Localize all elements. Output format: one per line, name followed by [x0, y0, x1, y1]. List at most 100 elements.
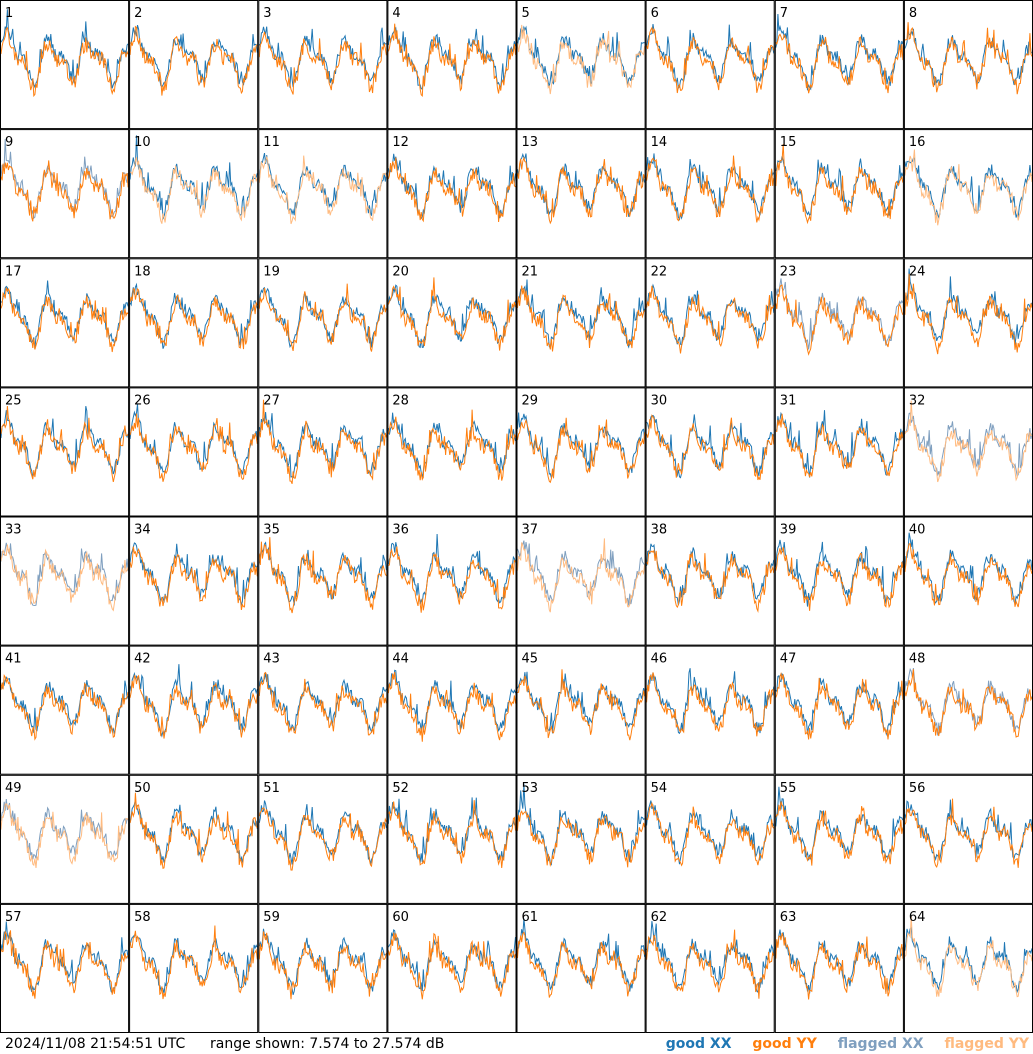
yy-trace-36: [388, 546, 516, 613]
panel-12: 12: [387, 129, 517, 259]
yy-trace-37: [517, 538, 646, 613]
panel-frame-35: [258, 516, 388, 646]
panel-frame-42: [129, 645, 259, 775]
panel-label-22: 22: [651, 264, 668, 279]
panel-13: 13: [516, 129, 646, 259]
panel-27: 27: [258, 387, 388, 517]
panel-57: 57: [0, 903, 130, 1034]
panel-frame-28: [387, 387, 517, 517]
xx-trace-21: [517, 279, 646, 350]
panel-7: 7: [774, 0, 904, 130]
panel-label-51: 51: [263, 781, 280, 796]
panel-frame-22: [645, 258, 775, 388]
yy-trace-26: [129, 413, 258, 482]
panel-42: 42: [129, 645, 259, 775]
panel-frame-19: [258, 258, 388, 388]
yy-trace-25: [0, 405, 129, 483]
yy-trace-53: [517, 810, 646, 868]
panel-frame-46: [645, 645, 775, 775]
xx-trace-13: [517, 152, 646, 217]
xx-trace-52: [387, 797, 516, 863]
panel-28: 28: [387, 387, 517, 517]
yy-trace-35: [258, 537, 387, 614]
panel-label-31: 31: [780, 393, 797, 408]
panel-label-24: 24: [909, 264, 926, 279]
panel-label-3: 3: [263, 6, 271, 21]
panel-frame-5: [516, 0, 646, 130]
yy-trace-11: [258, 155, 387, 225]
panel-frame-23: [774, 258, 904, 388]
legend-good-yy: good YY: [752, 1036, 817, 1052]
panel-53: 53: [516, 774, 646, 904]
panel-frame-12: [387, 129, 517, 259]
panel-label-43: 43: [263, 652, 280, 667]
xx-trace-55: [775, 786, 904, 861]
panel-40: 40: [903, 516, 1033, 646]
xx-trace-57: [0, 921, 129, 994]
panel-label-64: 64: [909, 910, 926, 925]
panel-label-20: 20: [392, 264, 409, 279]
xx-trace-51: [258, 800, 387, 865]
panel-frame-30: [645, 387, 775, 517]
panel-frame-43: [258, 645, 388, 775]
panel-frame-53: [516, 774, 646, 904]
yy-trace-59: [258, 931, 387, 1000]
panel-frame-20: [387, 258, 517, 388]
xx-trace-44: [387, 669, 516, 733]
panel-frame-6: [645, 0, 775, 130]
panel-34: 34: [129, 516, 259, 646]
panel-43: 43: [258, 645, 388, 775]
yy-trace-17: [0, 287, 129, 353]
panel-frame-9: [0, 129, 130, 259]
panel-22: 22: [645, 258, 775, 388]
xx-trace-37: [517, 540, 646, 606]
yy-trace-38: [646, 549, 775, 613]
panel-label-41: 41: [5, 652, 22, 667]
timestamp-label: 2024/11/08 21:54:51 UTC: [5, 1036, 186, 1052]
yy-trace-51: [258, 807, 387, 871]
panel-25: 25: [0, 387, 130, 517]
legend-flagged-yy: flagged YY: [944, 1036, 1029, 1052]
panel-17: 17: [0, 258, 130, 388]
panel-frame-44: [387, 645, 517, 775]
panel-label-38: 38: [651, 523, 668, 538]
panel-24: 24: [903, 258, 1033, 388]
panel-frame-39: [774, 516, 904, 646]
panel-label-55: 55: [780, 781, 797, 796]
panel-frame-49: [0, 774, 130, 904]
yy-trace-24: [904, 273, 1033, 355]
panel-frame-45: [516, 645, 646, 775]
panel-label-36: 36: [392, 523, 409, 538]
panel-64: 64: [903, 903, 1033, 1034]
panel-label-7: 7: [780, 6, 788, 21]
xx-trace-8: [904, 28, 1033, 87]
panel-label-48: 48: [909, 652, 926, 667]
panel-frame-54: [645, 774, 775, 904]
panel-frame-58: [129, 903, 259, 1034]
panel-frame-37: [516, 516, 646, 646]
panel-label-59: 59: [263, 910, 280, 925]
yy-trace-58: [129, 925, 258, 1000]
xx-trace-31: [775, 410, 904, 478]
yy-trace-2: [129, 25, 258, 96]
panel-label-28: 28: [392, 393, 409, 408]
yy-trace-50: [129, 792, 258, 870]
panel-label-4: 4: [392, 6, 400, 21]
yy-trace-32: [904, 400, 1033, 483]
yy-trace-64: [904, 916, 1033, 998]
xx-trace-2: [130, 24, 258, 87]
panel-15: 15: [774, 129, 904, 259]
yy-trace-57: [0, 930, 129, 999]
panel-3: 3: [258, 0, 388, 130]
panel-label-52: 52: [392, 781, 409, 796]
panel-label-9: 9: [5, 135, 13, 150]
panel-label-1: 1: [5, 6, 13, 21]
panel-label-18: 18: [134, 264, 151, 279]
panel-label-13: 13: [522, 135, 539, 150]
panel-frame-18: [129, 258, 259, 388]
panel-frame-4: [387, 0, 517, 130]
yy-trace-20: [387, 277, 516, 351]
panel-frame-51: [258, 774, 388, 904]
